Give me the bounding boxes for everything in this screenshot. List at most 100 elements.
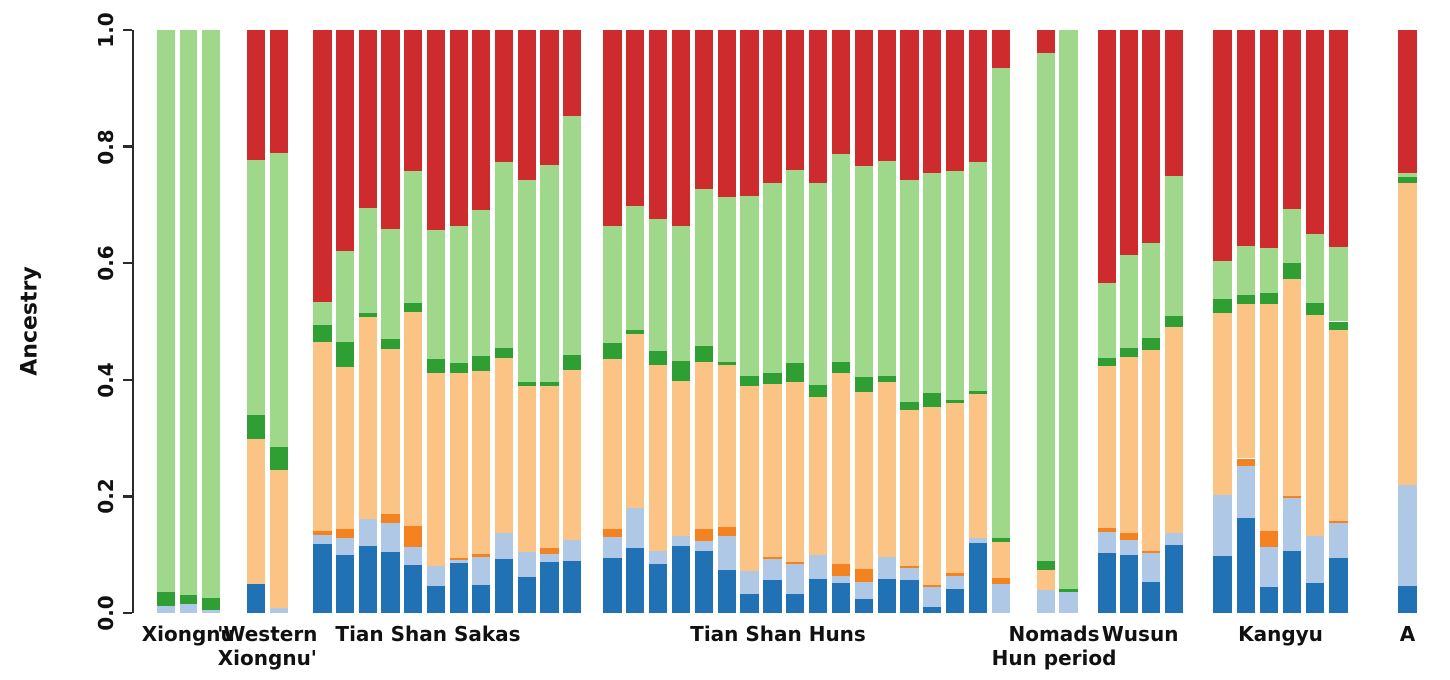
- bar-segment-tian-shan-huns-13-component-light-green: [877, 160, 896, 376]
- bar-segment-tian-shan-huns-15-component-dark-blue: [923, 607, 942, 613]
- bar-segment-tian-shan-sakas-5-component-dark-green: [404, 302, 423, 312]
- y-axis-title: Ancestry: [17, 266, 43, 376]
- bar-segment-wusun-4-component-dark-green: [1164, 315, 1183, 328]
- bar-segment-tian-shan-sakas-2-component-orange: [336, 529, 355, 539]
- bar-segment-wusun-2-component-light-green: [1119, 255, 1138, 349]
- bar-segment-kangyu-2-component-orange: [1236, 458, 1255, 467]
- bar-segment-kangyu-4-component-red: [1282, 30, 1302, 210]
- bar-segment-tian-shan-sakas-7-component-light-orange: [449, 372, 468, 558]
- bar-segment-tian-shan-huns-16-component-light-blue: [946, 575, 965, 590]
- bar-segment-tian-shan-sakas-10-component-red: [517, 30, 536, 181]
- bar-segment-tian-shan-huns-16-component-light-orange: [946, 402, 965, 574]
- y-tick-label-0.8: 0.8: [94, 128, 118, 165]
- bar-segment-tian-shan-sakas-8-component-red: [472, 30, 491, 211]
- bar-segment-wusun-4-component-red: [1164, 30, 1183, 177]
- bar-segment-tian-shan-sakas-9-component-light-orange: [494, 358, 514, 533]
- bar-segment-tian-shan-sakas-5-component-light-blue: [404, 546, 423, 566]
- bar-segment-xiongnu-1-component-dark-green: [157, 592, 175, 606]
- bar-segment-wusun-3-component-red: [1142, 30, 1161, 243]
- bar-segment-tian-shan-huns-11-component-light-orange: [831, 373, 851, 565]
- bar-segment-tian-shan-huns-6-component-light-green: [717, 197, 736, 362]
- bar-segment-tian-shan-huns-2-component-light-blue: [626, 508, 645, 548]
- bar-segment-tian-shan-sakas-12-component-light-green: [563, 115, 582, 355]
- bar-segment-wusun-3-component-light-orange: [1142, 350, 1161, 551]
- y-axis-line: [131, 30, 134, 613]
- bar-segment-tian-shan-huns-7-component-dark-green: [740, 376, 759, 387]
- bar-segment-kangyu-6-component-dark-blue: [1329, 557, 1348, 613]
- bar-segment-tian-shan-huns-14-component-red: [900, 30, 919, 181]
- bar-segment-tian-shan-huns-1-component-light-green: [603, 225, 622, 344]
- bar-segment-tian-shan-huns-17-component-light-orange: [968, 394, 988, 539]
- bar-segment--western-xiongnu--2-component-light-orange: [270, 469, 288, 609]
- bar-segment-tian-shan-huns-13-component-dark-green: [877, 376, 896, 382]
- bar-segment-tian-shan-huns-16-component-dark-blue: [946, 589, 965, 613]
- bar-segment-tian-shan-sakas-3-component-light-green: [358, 207, 377, 313]
- bar-segment-tian-shan-sakas-10-component-light-orange: [517, 386, 536, 552]
- bar-segment-tian-shan-huns-3-component-dark-blue: [649, 564, 668, 613]
- bar-segment-kangyu-2-component-red: [1236, 30, 1255, 246]
- bar-segment-tian-shan-huns-13-component-light-orange: [877, 381, 896, 557]
- bar-segment-tian-shan-sakas-7-component-light-green: [449, 225, 468, 364]
- bar-segment-tian-shan-sakas-12-component-light-blue: [563, 540, 582, 562]
- bar-segment-tian-shan-huns-8-component-dark-blue: [763, 580, 782, 613]
- bar-segment-tian-shan-sakas-8-component-dark-green: [472, 356, 491, 371]
- bar-segment-tian-shan-sakas-4-component-orange: [381, 513, 400, 523]
- bar-segment-tian-shan-sakas-5-component-light-orange: [404, 311, 423, 527]
- bar-segment-tian-shan-sakas-11-component-light-orange: [540, 386, 559, 548]
- bar-segment-tian-shan-sakas-1-component-orange: [313, 530, 332, 535]
- bar-segment-kangyu-1-component-dark-blue: [1213, 555, 1232, 613]
- x-group-label--western-xiongnu--line1: 'Western: [217, 622, 318, 646]
- bar-segment--western-xiongnu--1-component-light-orange: [246, 439, 265, 584]
- bar-segment-nomads-hun-period-2-component-light-blue: [1059, 591, 1078, 613]
- x-group-label-nomads-hun-period-line2: Hun period: [991, 646, 1117, 670]
- bar-segment--western-xiongnu--2-component-light-green: [270, 153, 288, 447]
- bar-segment-tian-shan-huns-1-component-orange: [603, 529, 622, 537]
- bar-segment-tian-shan-sakas-7-component-light-blue: [449, 559, 468, 563]
- bar-segment-tian-shan-huns-7-component-red: [740, 30, 759, 197]
- bar-segment-tian-shan-sakas-7-component-dark-green: [449, 363, 468, 373]
- bar-segment-tian-shan-huns-1-component-red: [603, 30, 622, 226]
- bar-segment-wusun-1-component-red: [1097, 30, 1116, 283]
- bar-segment-tian-shan-sakas-12-component-dark-green: [563, 355, 582, 370]
- bar-segment-kangyu-3-component-light-blue: [1259, 546, 1279, 587]
- bar-segment-tian-shan-sakas-11-component-orange: [540, 547, 559, 554]
- bar-segment--western-xiongnu--1-component-dark-blue: [246, 583, 265, 613]
- x-group-label-xiongnu: Xiongnu: [141, 622, 235, 646]
- bar-segment-tian-shan-huns-4-component-light-orange: [671, 380, 691, 537]
- bar-segment-tian-shan-huns-6-component-dark-green: [717, 361, 736, 365]
- bar-segment-tian-shan-huns-15-component-light-green: [923, 172, 942, 393]
- bar-segment-tian-shan-huns-11-component-light-blue: [831, 575, 851, 584]
- bar-segment-tian-shan-huns-16-component-red: [946, 30, 965, 171]
- bar-segment-tian-shan-huns-9-component-dark-blue: [786, 594, 805, 613]
- bar-segment-tian-shan-huns-3-component-red: [649, 30, 668, 220]
- x-group-label-wusun: Wusun: [1101, 622, 1179, 646]
- bar-segment-kangyu-4-component-light-blue: [1282, 498, 1302, 552]
- y-axis-tick: [122, 261, 132, 265]
- bar-segment-tian-shan-sakas-11-component-dark-blue: [540, 561, 559, 613]
- y-axis-tick: [122, 611, 132, 615]
- bar-segment-tian-shan-sakas-4-component-light-blue: [381, 522, 400, 552]
- bar-segment-kangyu-4-component-dark-blue: [1282, 551, 1302, 613]
- bar-segment-tian-shan-huns-15-component-orange: [923, 585, 942, 588]
- bar-segment-kangyu-6-component-orange: [1329, 521, 1348, 524]
- bar-segment-tian-shan-sakas-9-component-dark-green: [494, 347, 514, 359]
- bar-segment-kangyu-5-component-dark-green: [1306, 303, 1325, 316]
- bar-segment-wusun-3-component-orange: [1142, 550, 1161, 554]
- bar-segment-kangyu-2-component-light-blue: [1236, 466, 1255, 519]
- bar-segment-tian-shan-sakas-9-component-light-blue: [494, 532, 514, 560]
- bar-segment-tian-shan-huns-2-component-red: [626, 30, 645, 207]
- bar-segment-tian-shan-huns-9-component-dark-green: [786, 362, 805, 382]
- bar-segment-tian-shan-huns-13-component-light-blue: [877, 556, 896, 580]
- bar-segment-wusun-1-component-dark-blue: [1097, 552, 1116, 613]
- bar-segment-tian-shan-huns-6-component-red: [717, 30, 736, 198]
- bar-segment-tian-shan-huns-18-component-red: [991, 30, 1011, 68]
- bar-segment-wusun-3-component-dark-green: [1142, 338, 1161, 350]
- bar-segment-tian-shan-huns-12-component-red: [854, 30, 873, 166]
- bar-segment-tian-shan-huns-2-component-dark-green: [626, 329, 645, 335]
- bar-segment-tian-shan-huns-10-component-light-blue: [808, 554, 828, 580]
- bar-segment-kangyu-3-component-red: [1259, 30, 1279, 249]
- bar-segment-tian-shan-huns-11-component-dark-green: [831, 361, 851, 374]
- bar-segment-tian-shan-huns-5-component-dark-green: [694, 345, 713, 362]
- bar-segment-tian-shan-huns-9-component-light-orange: [786, 381, 805, 562]
